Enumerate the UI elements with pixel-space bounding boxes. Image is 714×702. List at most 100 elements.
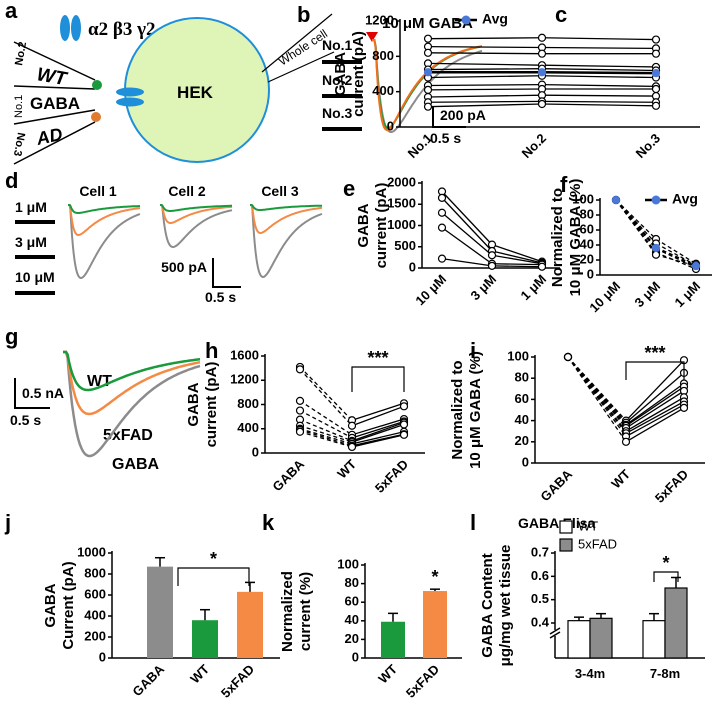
data-line: [299, 428, 353, 445]
data-line: [541, 94, 657, 97]
current-trace: [250, 204, 322, 211]
y-tick-label: 600: [84, 586, 106, 601]
y-tick-label: 0.6: [531, 568, 549, 583]
data-point: [537, 262, 547, 271]
legend-label: 10 μM: [15, 269, 55, 285]
data-point: [423, 68, 433, 77]
bar: [192, 620, 218, 658]
receptor-icon: [116, 97, 144, 107]
y-tick-label: 800: [372, 48, 394, 63]
current-trace: [63, 350, 201, 458]
data-line: [491, 254, 543, 265]
bar: [567, 620, 591, 659]
pipette: [261, 13, 333, 73]
legend-label: No.2: [322, 72, 353, 88]
data-point: [621, 437, 631, 446]
y-tick-label: 400: [84, 607, 106, 622]
legend-swatch: [559, 520, 573, 534]
y-tick-label: 100: [507, 348, 529, 363]
current-trace: [160, 204, 233, 224]
data-line: [655, 246, 697, 268]
y-tick-label: 0: [587, 266, 594, 281]
stimulus-label: 10 μM GABA: [382, 15, 473, 32]
data-point: [437, 254, 447, 263]
x-tick-label: GABA: [129, 661, 167, 699]
data-line: [427, 88, 543, 91]
data-line: [351, 423, 405, 443]
pipette-tip: [92, 80, 102, 90]
legend-swatch: [651, 195, 661, 205]
scale-label: 0.5 s: [10, 412, 41, 428]
current-trace: [63, 350, 201, 392]
panel-label: j: [4, 510, 11, 535]
data-point: [537, 33, 547, 42]
x-tick-label: No.2: [519, 131, 550, 162]
y-tick-label: 1200: [230, 372, 259, 387]
data-line: [625, 386, 685, 427]
pipette: [13, 41, 96, 81]
data-line: [491, 263, 543, 266]
y-tick-label: 400: [237, 420, 259, 435]
scale-label: 0.5 nA: [22, 385, 64, 401]
y-axis-label: μg/mg wet tissue: [497, 545, 514, 667]
data-point: [423, 85, 433, 95]
data-line: [351, 405, 405, 427]
bar: [237, 591, 263, 658]
x-tick-label: GABA: [269, 456, 307, 494]
cell-label: Cell 3: [261, 183, 299, 199]
significance-label: *: [431, 567, 438, 587]
legend-label: 1 μM: [15, 199, 47, 215]
y-tick-label: 100: [337, 556, 359, 571]
x-tick-label: WT: [187, 661, 212, 686]
data-point: [651, 35, 661, 44]
trace-label: GABA: [112, 456, 160, 473]
pipette-label: No.3: [11, 131, 27, 157]
y-axis-label: current (pA): [350, 31, 367, 117]
data-point: [563, 352, 573, 362]
pipette: [267, 51, 335, 83]
data-line: [541, 68, 657, 72]
panel-label: k: [262, 510, 275, 535]
current-trace: [160, 204, 232, 212]
legend-label: Avg: [482, 11, 508, 27]
y-axis-label: GABA: [332, 52, 349, 96]
y-tick-label: 1000: [387, 217, 416, 232]
pipette-tip: [91, 112, 101, 122]
axis-break: [549, 631, 561, 639]
data-line: [299, 429, 353, 447]
receptor-icon: [60, 15, 70, 41]
y-axis-label: Normalized: [279, 571, 296, 652]
y-tick-label: 1000: [77, 544, 106, 559]
y-axis-label: GABA Content: [479, 553, 496, 657]
data-line: [441, 191, 493, 246]
y-tick-label: 1500: [387, 196, 416, 211]
x-tick-label: 5xFAD: [372, 457, 411, 496]
x-tick-label: No.3: [633, 131, 664, 162]
data-point: [487, 251, 497, 260]
data-line: [427, 75, 543, 79]
x-tick-label: 3 μM: [632, 279, 664, 311]
scale-label: 0.5 s: [205, 289, 236, 305]
data-line: [625, 382, 685, 426]
panel-label: a: [5, 0, 18, 23]
bar: [147, 566, 173, 658]
data-point: [651, 49, 661, 58]
scale-label: 500 pA: [161, 259, 207, 275]
panel-label: i: [470, 338, 476, 363]
data-line: [541, 100, 657, 103]
stimulus-marker: [366, 32, 378, 42]
data-line: [299, 425, 353, 443]
scale-bar: [14, 378, 50, 409]
scale-bar: [212, 258, 241, 288]
y-tick-label: 40: [345, 612, 359, 627]
data-line: [655, 242, 697, 266]
data-line: [625, 372, 685, 424]
current-trace: [68, 204, 141, 237]
subunits: α2 β3 γ2: [88, 19, 156, 40]
data-line: [541, 83, 657, 88]
y-tick-label: 0: [252, 444, 259, 459]
legend-label: WT: [578, 518, 598, 533]
data-point: [399, 430, 409, 439]
data-line: [567, 356, 627, 424]
bar: [642, 620, 666, 659]
